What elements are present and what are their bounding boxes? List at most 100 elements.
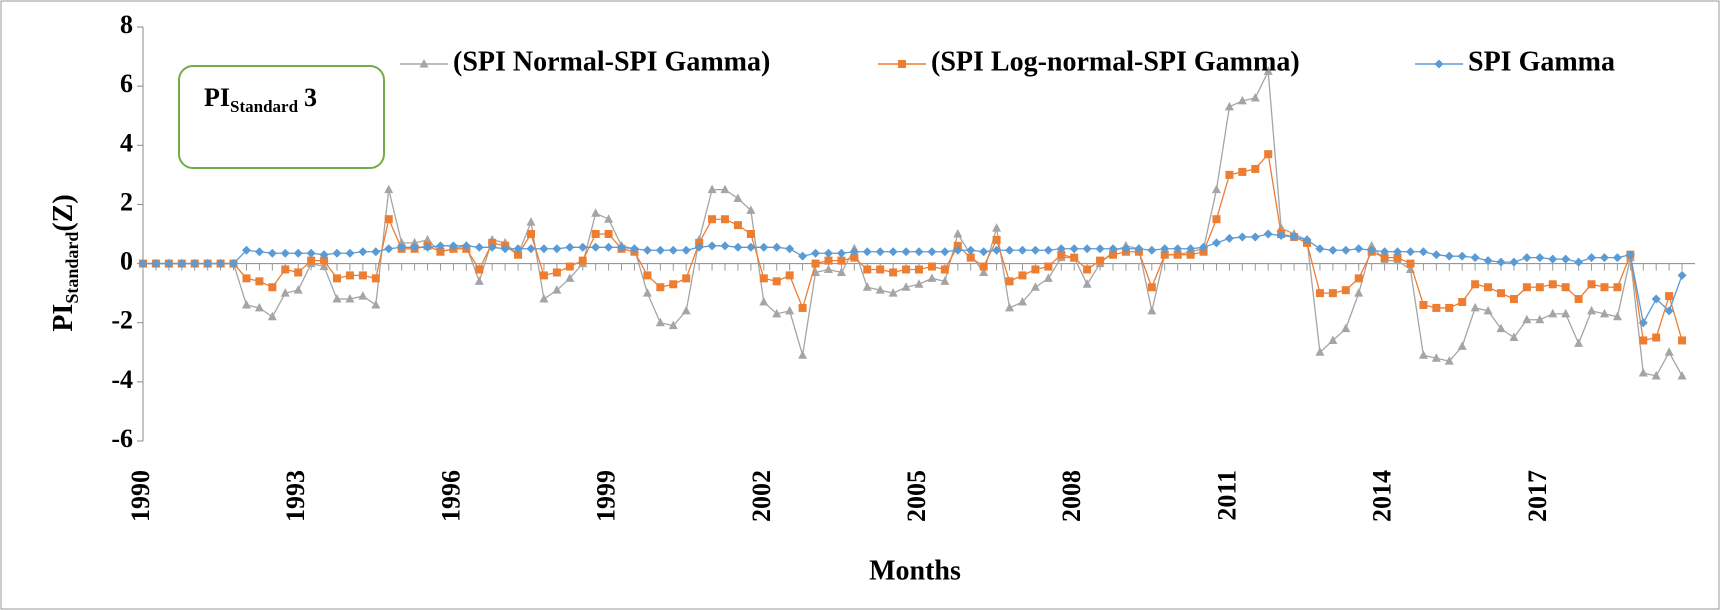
data-point [345, 294, 355, 303]
data-point [888, 247, 898, 257]
data-point [642, 288, 652, 297]
data-point [436, 247, 445, 256]
data-point [1199, 242, 1209, 252]
data-point [940, 247, 950, 257]
data-point [1419, 300, 1428, 309]
data-point [798, 350, 808, 359]
data-point [798, 251, 808, 261]
data-point [721, 215, 729, 224]
data-point [267, 248, 277, 258]
data-point [1186, 244, 1196, 254]
data-point [565, 273, 575, 282]
data-point [1354, 288, 1364, 297]
data-point [1470, 302, 1480, 312]
annotation-box [178, 65, 385, 169]
data-point [1484, 283, 1493, 292]
data-point [371, 274, 380, 283]
data-point [254, 302, 264, 312]
data-point [823, 248, 833, 258]
data-point [1315, 244, 1325, 254]
data-point [1600, 283, 1609, 292]
data-point [591, 208, 601, 217]
data-point [681, 305, 691, 315]
data-point [177, 259, 187, 269]
data-point [1509, 295, 1518, 304]
data-point [914, 279, 924, 288]
legend-marker [898, 60, 906, 68]
data-point [1380, 247, 1390, 257]
data-point [1251, 164, 1260, 173]
data-point [655, 317, 665, 327]
data-point [785, 244, 795, 254]
data-point [979, 262, 988, 271]
data-point [655, 245, 665, 255]
data-point [229, 259, 239, 269]
data-point [423, 234, 433, 244]
data-point [656, 283, 665, 292]
data-point [1289, 232, 1299, 242]
data-point [1431, 353, 1441, 362]
data-point [863, 265, 872, 274]
data-point [1057, 250, 1066, 259]
data-point [720, 184, 730, 194]
data-point [358, 271, 367, 280]
data-point [591, 230, 600, 238]
data-point [461, 241, 471, 251]
data-point [397, 242, 407, 252]
data-point [500, 244, 510, 254]
legend-marker [1434, 59, 1444, 69]
data-point [1044, 262, 1053, 271]
data-point [1665, 292, 1674, 301]
data-point [320, 256, 329, 265]
data-point [1082, 279, 1092, 288]
x-tick-label: 2014 [1368, 470, 1397, 522]
data-point [694, 242, 704, 252]
y-tick-label: 2 [120, 187, 133, 216]
data-point [1083, 265, 1092, 274]
data-point [1678, 336, 1687, 345]
data-point [1238, 167, 1247, 176]
data-point [1677, 270, 1687, 280]
data-point [1096, 256, 1105, 265]
data-point [1018, 271, 1027, 280]
data-point [1444, 251, 1454, 261]
data-point [1005, 277, 1014, 286]
data-point [1237, 95, 1247, 105]
data-point [876, 265, 885, 274]
data-point [875, 285, 885, 294]
data-point [966, 245, 976, 255]
data-point [682, 274, 691, 283]
data-point [992, 245, 1002, 255]
data-point [1005, 245, 1015, 255]
data-point [1651, 294, 1661, 304]
data-point [371, 247, 381, 257]
data-point [785, 305, 795, 315]
data-point [333, 274, 341, 283]
data-point [1224, 233, 1234, 243]
data-point [617, 242, 627, 252]
data-point [1522, 283, 1531, 292]
data-point [1328, 335, 1338, 344]
data-point [1147, 245, 1157, 255]
data-point [578, 242, 588, 252]
data-point [966, 253, 975, 262]
data-point [681, 245, 691, 255]
data-point [526, 244, 536, 254]
legend-marker [419, 59, 429, 68]
legend-label: (SPI Log-normal-SPI Gamma) [931, 46, 1300, 77]
data-point [1535, 253, 1545, 263]
data-point [358, 291, 368, 300]
data-point [642, 245, 652, 255]
data-point [1367, 240, 1377, 250]
data-point [733, 193, 743, 203]
data-point [1664, 306, 1674, 316]
data-point [1095, 244, 1105, 254]
data-point [1561, 308, 1571, 318]
y-tick-label: -2 [111, 306, 133, 335]
data-point [268, 283, 277, 292]
data-point [1639, 336, 1648, 345]
data-point [1030, 282, 1040, 291]
data-point [345, 248, 355, 258]
data-point [307, 256, 316, 265]
data-point [1587, 280, 1596, 289]
